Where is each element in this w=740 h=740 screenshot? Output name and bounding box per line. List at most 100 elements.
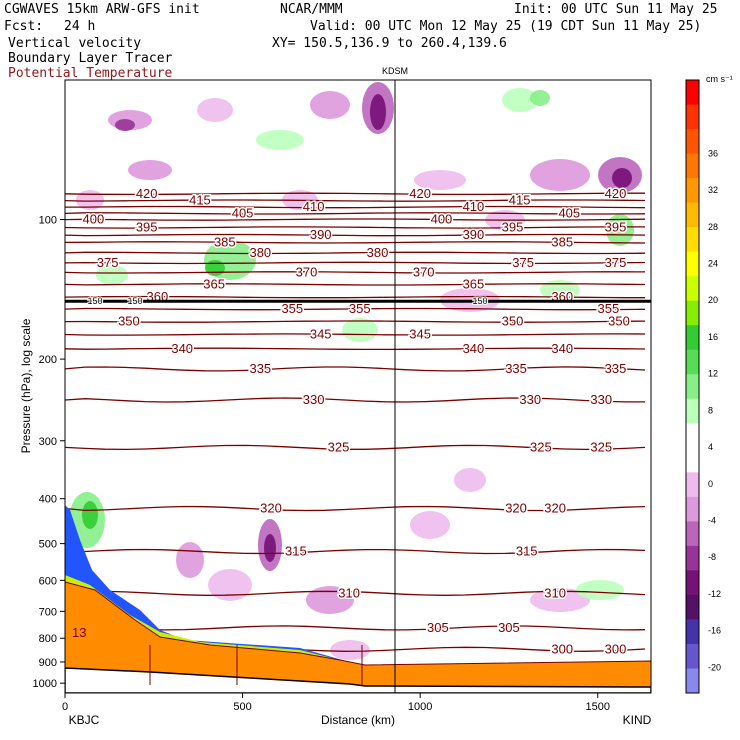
- y-tick-label: 600: [39, 575, 57, 587]
- theta-line-315: [65, 548, 646, 555]
- colorbar-label: 32: [708, 185, 718, 195]
- colorbar-label: 0: [708, 479, 713, 489]
- theta-line-310: [65, 590, 646, 596]
- colorbar-swatch: [686, 668, 699, 694]
- left-endpoint-label: KBJC: [69, 713, 100, 727]
- velocity-blob: [530, 588, 590, 612]
- theta-label-395: 395: [502, 219, 524, 234]
- valid-time: Valid: 00 UTC Mon 12 May 25 (19 CDT Sun …: [310, 19, 702, 34]
- theta-label-390: 390: [310, 227, 332, 242]
- theta-label-420: 420: [605, 186, 627, 201]
- colorbar-label: -16: [708, 626, 721, 636]
- velocity-blob: [197, 98, 233, 122]
- theta-label-410: 410: [463, 199, 485, 214]
- velocity-blob: [540, 280, 580, 300]
- colorbar-swatch: [686, 643, 699, 669]
- velocity-blob: [115, 119, 135, 131]
- theta-line-340: [65, 347, 646, 351]
- theta-label-335: 335: [505, 361, 527, 376]
- velocity-blob: [330, 640, 370, 660]
- theta-label-345: 345: [310, 327, 332, 342]
- theta-line-380: [65, 251, 646, 255]
- colorbar-swatch: [686, 374, 699, 400]
- theta-line-385: [65, 241, 646, 244]
- velocity-blob: [576, 580, 624, 600]
- theta-label-300: 300: [605, 641, 627, 656]
- velocity-blob: [96, 265, 128, 285]
- velocity-blob: [370, 94, 386, 130]
- theta-label-330: 330: [303, 392, 325, 407]
- theta-label-385: 385: [214, 234, 236, 249]
- y-tick-label: 700: [39, 606, 57, 618]
- velocity-blob: [310, 91, 350, 119]
- theta-label-330: 330: [519, 392, 541, 407]
- theta-line-400: [65, 218, 646, 221]
- y-tick-label: 900: [39, 657, 57, 669]
- theta-label-345: 345: [409, 327, 431, 342]
- theta-label-405: 405: [558, 205, 580, 220]
- colorbar-label: 12: [708, 369, 718, 379]
- theta-label-395: 395: [136, 219, 158, 234]
- colorbar-swatch: [686, 178, 699, 204]
- theta-line-405: [65, 212, 646, 215]
- colorbar-swatch: [686, 496, 699, 522]
- theta-label-420: 420: [136, 186, 158, 201]
- colorbar-swatch: [686, 398, 699, 424]
- theta-label-335: 335: [249, 361, 271, 376]
- theta-label-405: 405: [232, 205, 254, 220]
- colorbar-label: 24: [708, 259, 718, 269]
- theta-contours: 420 420 420 415 415 410 410 405 405 400 400 395 395 3…: [65, 184, 651, 658]
- theta-label-355: 355: [281, 301, 303, 316]
- velocity-blob: [612, 168, 632, 188]
- velocity-blob: [208, 569, 252, 601]
- field-vertical-velocity: Vertical velocity: [8, 36, 142, 51]
- axes: 0 500 1000 1500 100 200 300 400 500 600 700 800 900 1…: [33, 215, 610, 713]
- theta-label-330: 330: [590, 392, 612, 407]
- theta-label-305: 305: [427, 620, 449, 635]
- colorbar-swatch: [686, 153, 699, 179]
- theta-line-395: [65, 226, 645, 229]
- colorbar-swatch: [686, 521, 699, 547]
- theta-label-350: 350: [502, 314, 524, 329]
- theta-line-360: [65, 295, 645, 299]
- theta-label-420: 420: [409, 186, 431, 201]
- theta-label-335: 335: [605, 361, 627, 376]
- colorbar-swatch: [686, 349, 699, 375]
- y-tick-label: 500: [39, 539, 57, 551]
- theta-label-410: 410: [303, 199, 325, 214]
- colorbar: 36 32 28 24 20 16 12 8 4 0 -4 -8 -12 -16 -20: [685, 79, 721, 694]
- colorbar-swatch: [686, 447, 699, 473]
- colorbar-label: 8: [708, 405, 713, 415]
- x-axis-label: Distance (km): [321, 713, 395, 727]
- init-time: Init: 00 UTC Sun 11 May 25: [514, 2, 718, 17]
- velocity-blob: [176, 542, 204, 578]
- colorbar-swatch: [686, 300, 699, 326]
- boundary-layer-orange: [65, 581, 651, 693]
- colorbar-swatch: [686, 325, 699, 351]
- theta-label-415: 415: [509, 193, 531, 208]
- colorbar-swatch: [686, 251, 699, 277]
- colorbar-label: 36: [708, 148, 718, 158]
- theta-label-320: 320: [505, 501, 527, 516]
- theta-line-330: [65, 397, 645, 403]
- surface-theta-label: 13: [72, 625, 86, 640]
- velocity-blob: [205, 260, 225, 276]
- colorbar-label: -12: [708, 589, 721, 599]
- theta-label-365: 365: [463, 276, 485, 291]
- y-tick-label: 800: [39, 633, 57, 645]
- colorbar-label: -20: [708, 662, 721, 672]
- colorbar-swatch: [686, 594, 699, 620]
- plot-frame: [64, 79, 652, 694]
- colorbar-units: cm s⁻¹: [706, 74, 733, 84]
- theta-line-420: [65, 192, 645, 196]
- theta-label-395: 395: [605, 219, 627, 234]
- theta-label-365: 365: [203, 276, 225, 291]
- velocity-blob: [76, 190, 104, 210]
- tropopause-label: 150: [87, 296, 102, 306]
- theta-label-375: 375: [512, 255, 534, 270]
- theta-label-325: 325: [590, 439, 612, 454]
- theta-line-320: [65, 505, 646, 512]
- colorbar-label: -4: [708, 515, 716, 525]
- tropopause-label: 150: [472, 296, 487, 306]
